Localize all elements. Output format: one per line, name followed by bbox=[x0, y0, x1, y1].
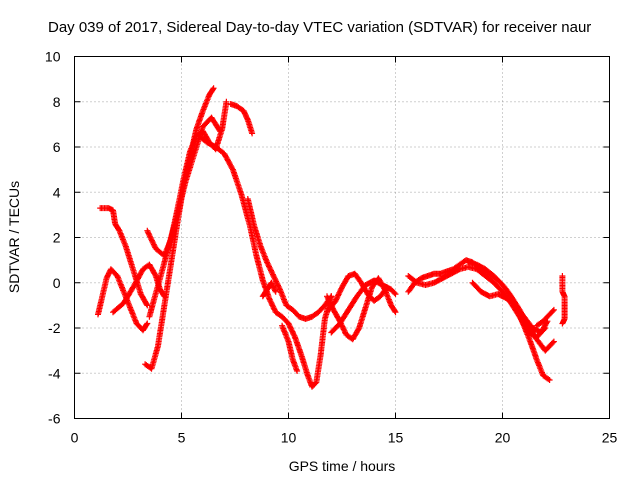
y-tick-label: 4 bbox=[53, 184, 61, 200]
x-tick-label: 20 bbox=[495, 430, 511, 446]
data-point-markers bbox=[279, 322, 301, 374]
series-arc-9 bbox=[244, 196, 335, 322]
y-tick-label: -2 bbox=[48, 320, 61, 336]
data-point-markers bbox=[405, 257, 553, 383]
series-arc-19 bbox=[533, 306, 557, 329]
series-arc-7 bbox=[227, 101, 256, 137]
series-layer bbox=[95, 85, 568, 390]
data-point-markers bbox=[465, 259, 557, 354]
y-tick-label: 2 bbox=[53, 230, 61, 246]
y-tick-label: 0 bbox=[53, 275, 61, 291]
data-point-markers bbox=[328, 277, 399, 336]
y-tick-label: 8 bbox=[53, 94, 61, 110]
data-point-markers bbox=[195, 132, 335, 390]
data-point-markers bbox=[110, 261, 168, 316]
series-arc-11 bbox=[279, 322, 301, 374]
y-tick-label: -4 bbox=[48, 365, 61, 381]
y-axis-label: SDTVAR / TECUs bbox=[6, 181, 22, 293]
x-tick-label: 15 bbox=[388, 430, 404, 446]
series-arc-14 bbox=[328, 277, 399, 336]
data-point-markers bbox=[533, 306, 557, 329]
series-arc-18 bbox=[465, 259, 557, 354]
y-tick-label: 10 bbox=[45, 49, 61, 65]
y-tick-label: -6 bbox=[48, 411, 61, 427]
x-tick-label: 25 bbox=[602, 430, 618, 446]
data-point-markers bbox=[95, 266, 151, 334]
series-arc-13 bbox=[326, 270, 390, 313]
series-arc-8 bbox=[195, 132, 335, 390]
series-arc-20 bbox=[559, 273, 568, 327]
data-point-markers bbox=[259, 279, 279, 300]
tick-layer: 0 5 10 15 20 25 -6 -4 -2 0 2 4 6 8 10 bbox=[45, 49, 618, 446]
series-arc-10 bbox=[259, 279, 279, 300]
grid-layer bbox=[74, 56, 610, 419]
x-tick-label: 5 bbox=[178, 430, 186, 446]
chart-title: Day 039 of 2017, Sidereal Day-to-day VTE… bbox=[48, 19, 591, 36]
series-arc-4 bbox=[142, 85, 217, 372]
data-point-markers bbox=[559, 273, 568, 327]
series-arc-3 bbox=[110, 261, 168, 316]
series-arc-1 bbox=[95, 266, 151, 334]
y-tick-label: 6 bbox=[53, 139, 61, 155]
series-arc-15 bbox=[405, 257, 553, 383]
data-point-markers bbox=[227, 101, 256, 137]
data-point-markers bbox=[142, 85, 217, 372]
x-tick-label: 10 bbox=[281, 430, 297, 446]
data-point-markers bbox=[326, 270, 390, 313]
x-tick-label: 0 bbox=[71, 430, 79, 446]
data-point-markers bbox=[244, 196, 335, 322]
x-axis-label: GPS time / hours bbox=[289, 458, 396, 474]
